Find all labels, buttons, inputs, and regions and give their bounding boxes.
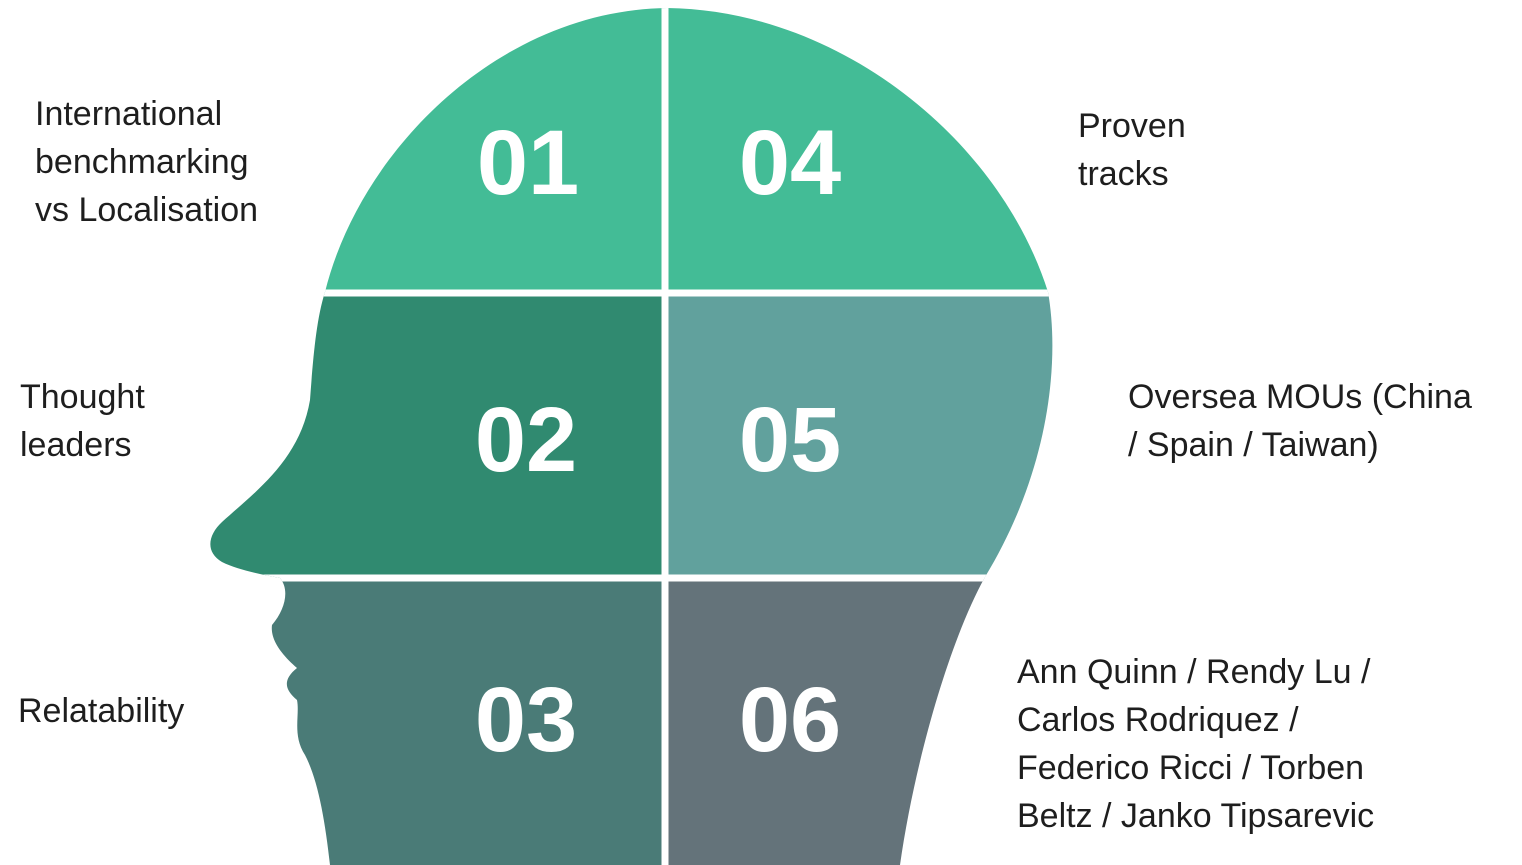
segment-label: benchmarking (35, 143, 249, 181)
segment-label: Relatability (18, 692, 184, 730)
segment-number: 05 (739, 389, 841, 491)
content: 01 International benchmarking vs Localisati… (18, 95, 1472, 835)
segment-number: 06 (739, 669, 841, 771)
segment-label: Carlos Rodriquez / (1017, 701, 1299, 739)
segment-label: International (35, 95, 222, 133)
segment-number: 01 (477, 112, 579, 214)
segment-label: leaders (20, 426, 132, 464)
segment-label: Beltz / Janko Tipsarevic (1017, 797, 1374, 835)
segment-label: / Spain / Taiwan) (1128, 426, 1379, 464)
segment-label: Proven (1078, 107, 1186, 145)
segment-number: 03 (475, 669, 577, 771)
segment-label: Federico Ricci / Torben (1017, 749, 1364, 787)
segment-label: Thought (20, 378, 145, 416)
segment-number: 02 (475, 389, 577, 491)
infographic: 01 International benchmarking vs Localisati… (0, 0, 1522, 865)
segment-number: 04 (739, 112, 841, 214)
segment-label: Oversea MOUs (China (1128, 378, 1472, 416)
segment-label: vs Localisation (35, 191, 258, 229)
segment-label: tracks (1078, 155, 1169, 193)
segment-label: Ann Quinn / Rendy Lu / (1017, 653, 1371, 691)
